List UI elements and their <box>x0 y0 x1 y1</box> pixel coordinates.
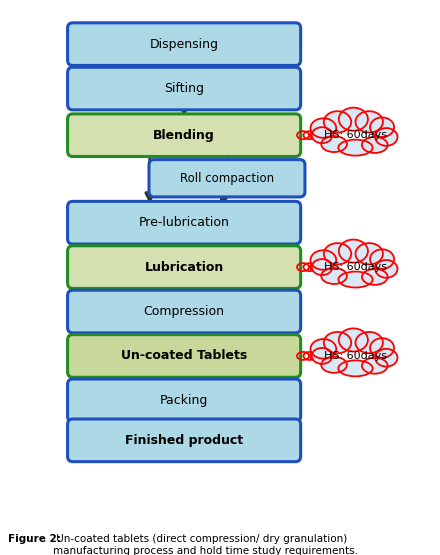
Ellipse shape <box>324 243 351 264</box>
Text: Figure 2:: Figure 2: <box>8 534 61 544</box>
Ellipse shape <box>356 243 383 264</box>
Ellipse shape <box>375 260 397 278</box>
Ellipse shape <box>370 338 394 358</box>
Ellipse shape <box>339 329 368 351</box>
Ellipse shape <box>311 250 336 270</box>
Text: Un-coated tablets (direct compression/ dry granulation)
manufacturing process an: Un-coated tablets (direct compression/ d… <box>53 534 359 555</box>
FancyBboxPatch shape <box>68 419 301 462</box>
Ellipse shape <box>362 269 388 285</box>
Text: HS: 60days: HS: 60days <box>324 351 387 361</box>
Text: HS: 60days: HS: 60days <box>324 130 387 140</box>
Ellipse shape <box>311 118 336 138</box>
Text: Compression: Compression <box>143 305 224 318</box>
FancyBboxPatch shape <box>68 114 301 157</box>
Ellipse shape <box>312 348 332 364</box>
FancyBboxPatch shape <box>68 246 301 289</box>
FancyBboxPatch shape <box>68 290 301 333</box>
Text: Pre-lubrication: Pre-lubrication <box>139 216 230 229</box>
Text: Finished product: Finished product <box>125 434 243 447</box>
FancyBboxPatch shape <box>68 335 301 377</box>
Ellipse shape <box>338 271 373 287</box>
Ellipse shape <box>312 127 332 143</box>
Ellipse shape <box>339 108 368 131</box>
FancyBboxPatch shape <box>68 201 301 244</box>
Ellipse shape <box>321 136 347 152</box>
FancyBboxPatch shape <box>149 160 305 197</box>
Ellipse shape <box>312 259 332 275</box>
Ellipse shape <box>338 360 373 376</box>
Text: Dispensing: Dispensing <box>150 38 219 51</box>
Ellipse shape <box>321 268 347 284</box>
Ellipse shape <box>370 249 394 269</box>
Ellipse shape <box>375 128 397 146</box>
Ellipse shape <box>324 332 351 354</box>
Text: Lubrication: Lubrication <box>144 261 224 274</box>
Text: Sifting: Sifting <box>164 82 204 95</box>
Ellipse shape <box>356 332 383 354</box>
Text: Packing: Packing <box>160 394 208 407</box>
Text: Roll compaction: Roll compaction <box>180 172 274 185</box>
Text: Un-coated Tablets: Un-coated Tablets <box>121 350 247 362</box>
Ellipse shape <box>321 357 347 373</box>
Ellipse shape <box>362 137 388 153</box>
Text: Blending: Blending <box>153 129 215 142</box>
FancyBboxPatch shape <box>68 23 301 65</box>
Ellipse shape <box>338 140 373 155</box>
FancyBboxPatch shape <box>68 67 301 110</box>
Ellipse shape <box>339 240 368 263</box>
FancyBboxPatch shape <box>68 379 301 422</box>
Ellipse shape <box>375 349 397 367</box>
Ellipse shape <box>311 339 336 359</box>
Text: HS: 60days: HS: 60days <box>324 262 387 272</box>
Ellipse shape <box>324 111 351 133</box>
Ellipse shape <box>362 358 388 374</box>
Ellipse shape <box>356 111 383 133</box>
Ellipse shape <box>370 118 394 137</box>
